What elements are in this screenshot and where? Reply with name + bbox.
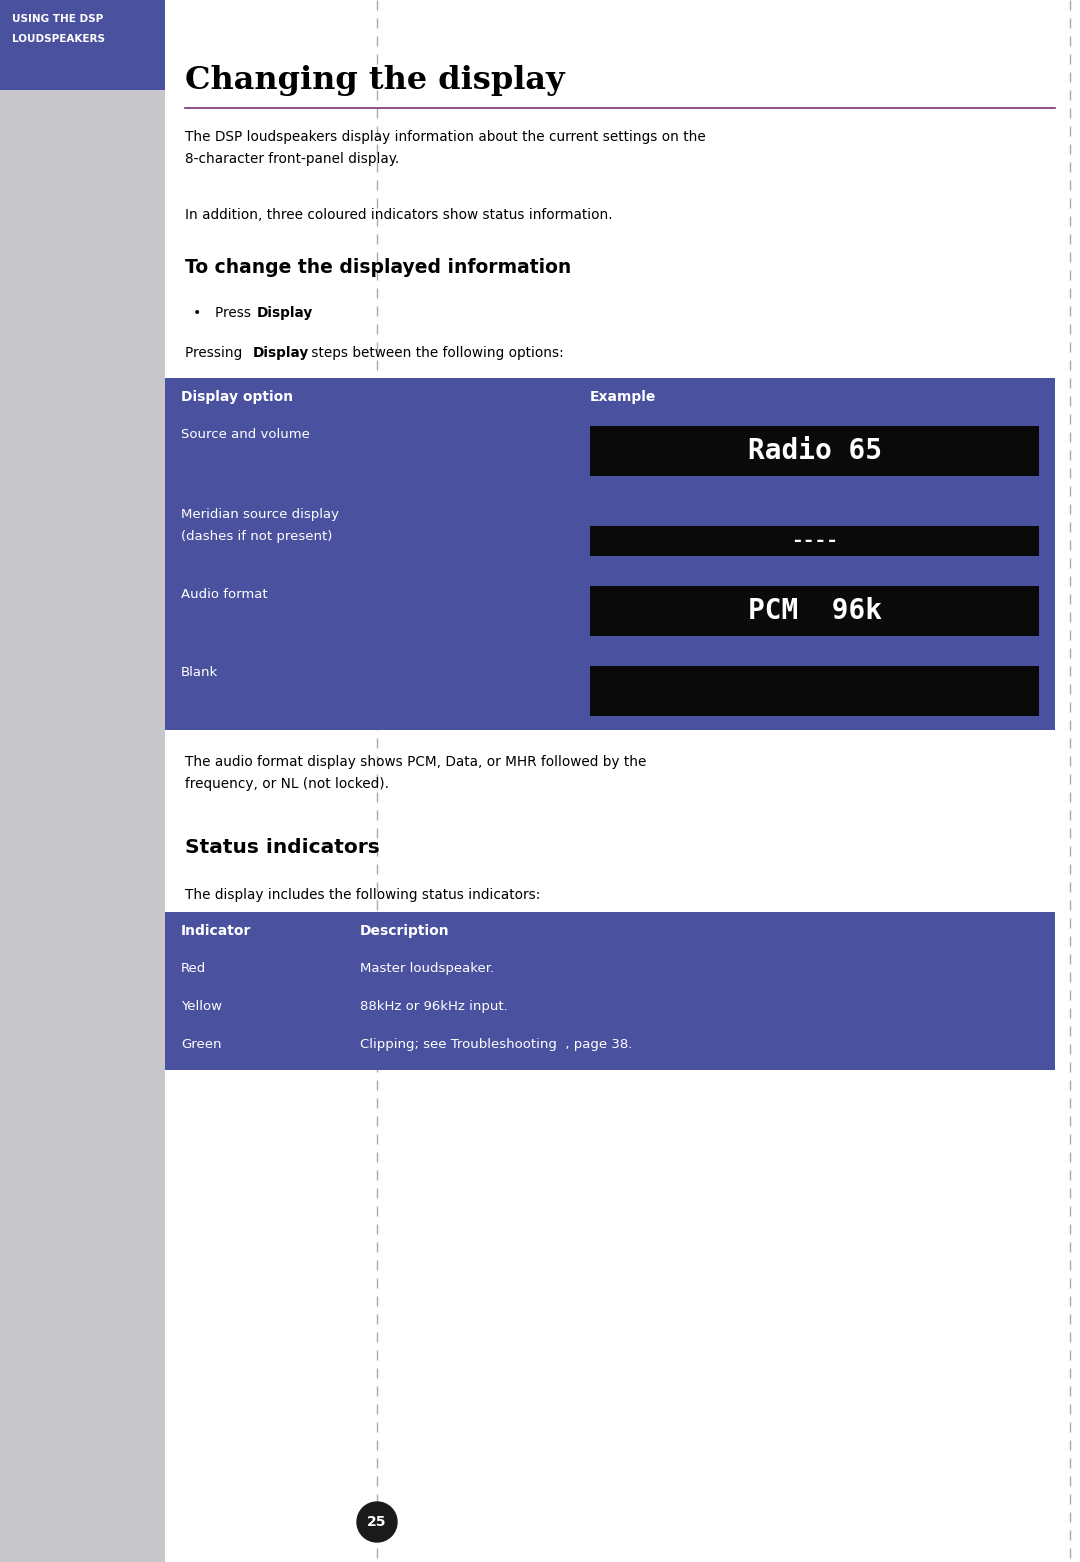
Text: Press: Press <box>215 306 255 320</box>
Text: 25: 25 <box>367 1515 387 1529</box>
Text: .: . <box>307 306 311 320</box>
Text: Blank: Blank <box>181 665 218 679</box>
Text: Master loudspeaker.: Master loudspeaker. <box>360 962 495 975</box>
Text: The DSP loudspeakers display information about the current settings on the: The DSP loudspeakers display information… <box>185 130 705 144</box>
Text: Changing the display: Changing the display <box>185 66 565 95</box>
Bar <box>165 912 1055 1070</box>
Text: Example: Example <box>590 390 657 405</box>
Bar <box>0 0 165 1562</box>
Text: The audio format display shows PCM, Data, or MHR followed by the: The audio format display shows PCM, Data… <box>185 754 646 769</box>
Text: ----: ---- <box>791 531 838 550</box>
Text: LOUDSPEAKERS: LOUDSPEAKERS <box>12 34 105 44</box>
Text: Audio format: Audio format <box>181 587 268 601</box>
Bar <box>590 665 1039 715</box>
Text: The display includes the following status indicators:: The display includes the following statu… <box>185 889 540 901</box>
Bar <box>590 586 1039 636</box>
Text: In addition, three coloured indicators show status information.: In addition, three coloured indicators s… <box>185 208 612 222</box>
Text: Display option: Display option <box>181 390 293 405</box>
Text: Green: Green <box>181 1039 221 1051</box>
Text: To change the displayed information: To change the displayed information <box>185 258 571 276</box>
Text: Red: Red <box>181 962 206 975</box>
Text: Description: Description <box>360 925 449 939</box>
Text: USING THE DSP: USING THE DSP <box>12 14 104 23</box>
Bar <box>0 0 165 91</box>
Text: Clipping; see Troubleshooting  , page 38.: Clipping; see Troubleshooting , page 38. <box>360 1039 633 1051</box>
Text: Display: Display <box>253 347 309 359</box>
Text: Display: Display <box>257 306 313 320</box>
Text: Meridian source display: Meridian source display <box>181 508 339 522</box>
Circle shape <box>357 1503 397 1542</box>
Text: Radio 65: Radio 65 <box>747 437 881 465</box>
Text: (dashes if not present): (dashes if not present) <box>181 530 333 544</box>
Bar <box>165 378 1055 729</box>
Text: PCM  96k: PCM 96k <box>747 597 881 625</box>
Text: 8-character front-panel display.: 8-character front-panel display. <box>185 152 400 166</box>
Text: Pressing: Pressing <box>185 347 246 359</box>
Text: •: • <box>193 306 201 320</box>
Text: Source and volume: Source and volume <box>181 428 310 440</box>
Text: frequency, or NL (not locked).: frequency, or NL (not locked). <box>185 776 389 790</box>
Text: Indicator: Indicator <box>181 925 252 939</box>
Bar <box>590 526 1039 556</box>
Text: 88kHz or 96kHz input.: 88kHz or 96kHz input. <box>360 1000 508 1014</box>
Bar <box>590 426 1039 476</box>
Text: steps between the following options:: steps between the following options: <box>307 347 564 359</box>
Text: Yellow: Yellow <box>181 1000 222 1014</box>
Text: Status indicators: Status indicators <box>185 837 380 858</box>
